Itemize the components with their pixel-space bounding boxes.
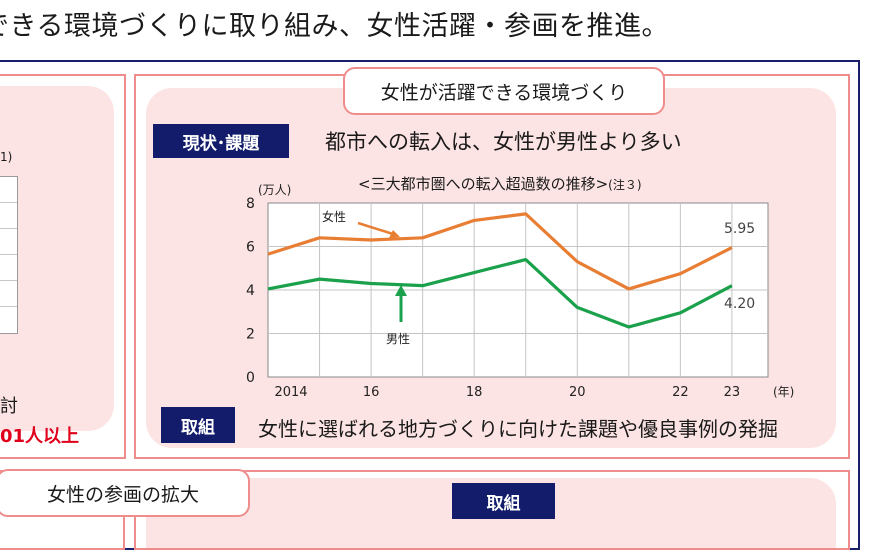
chart-title-text: <三大都市圏への転入超過数の推移> [358, 175, 609, 193]
left-panel-background [0, 86, 114, 431]
left-table-row [0, 177, 17, 203]
y-axis-unit: (万人) [258, 183, 291, 197]
x-tick-label: 16 [363, 385, 380, 400]
left-table-row [0, 229, 17, 255]
left-table [0, 176, 18, 334]
left-text: 討 [0, 396, 18, 417]
x-tick-label: 2014 [274, 385, 307, 400]
x-tick-label: 18 [466, 385, 483, 400]
end-value-label: 4.20 [724, 296, 755, 312]
headline: 都市への転入は、女性が男性より多い [325, 130, 682, 154]
male-arrow-head [395, 285, 407, 296]
x-axis-unit: (年) [773, 385, 794, 399]
left-note: 1) [0, 150, 13, 164]
bottom-action-tag: 取組 [452, 483, 555, 519]
x-tick-label: 20 [569, 385, 586, 400]
left-table-row [0, 203, 17, 229]
page-title: できる環境づくりに取り組み、女性活躍・参画を推進。 [0, 11, 669, 42]
series-line-male [267, 257, 733, 329]
y-tick-label: 0 [246, 370, 255, 386]
left-panel [0, 74, 126, 459]
y-tick-label: 4 [246, 283, 255, 299]
female-arrow-head [389, 230, 400, 238]
left-highlight: 01人以上 [0, 426, 80, 447]
series-line-female [267, 212, 733, 291]
panel-title: 女性が活躍できる環境づくり [343, 67, 665, 115]
action-tag: 取組 [161, 407, 235, 443]
status-tag: 現状･課題 [153, 124, 289, 158]
y-tick-label: 6 [246, 240, 255, 256]
x-tick-label: 23 [724, 385, 741, 400]
left-table-row [0, 255, 17, 281]
bottom-panel-title: 女性の参画の拡大 [0, 469, 250, 517]
action-text: 女性に選ばれる地方づくりに向けた課題や優良事例の発掘 [258, 417, 778, 441]
y-tick-label: 2 [246, 327, 255, 343]
series-label-female: 女性 [322, 209, 346, 224]
left-table-row [0, 281, 17, 307]
chart-note: (注３) [608, 178, 642, 192]
chart-title: <三大都市圏への転入超過数の推移>(注３) [358, 173, 642, 194]
end-value-label: 5.95 [724, 221, 755, 237]
female-arrow [357, 221, 394, 236]
series-label-male: 男性 [386, 332, 410, 346]
y-tick-label: 8 [246, 196, 255, 212]
x-tick-label: 22 [672, 385, 689, 400]
